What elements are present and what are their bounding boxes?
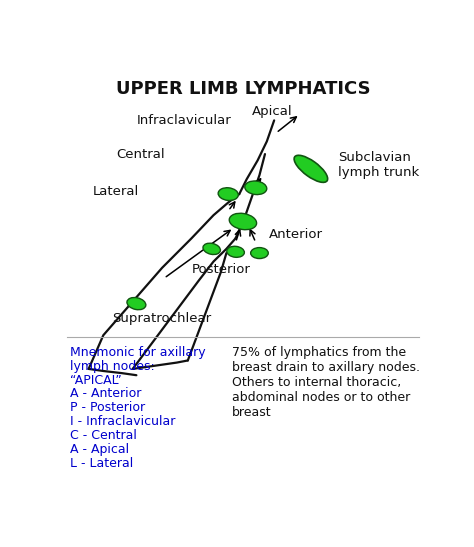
Text: lymph nodes:: lymph nodes:	[70, 359, 155, 373]
Ellipse shape	[251, 248, 268, 259]
Text: Mnemonic for axillary: Mnemonic for axillary	[70, 346, 206, 359]
Text: Apical: Apical	[252, 106, 293, 119]
Text: Subclavian
lymph trunk: Subclavian lymph trunk	[338, 150, 419, 179]
Text: C - Central: C - Central	[70, 429, 137, 442]
Text: Posterior: Posterior	[191, 264, 250, 276]
Text: Anterior: Anterior	[269, 228, 323, 241]
Text: P - Posterior: P - Posterior	[70, 401, 146, 414]
Text: A - Apical: A - Apical	[70, 443, 129, 456]
Ellipse shape	[229, 213, 256, 230]
Ellipse shape	[245, 181, 267, 195]
Ellipse shape	[227, 246, 245, 257]
Ellipse shape	[203, 243, 220, 254]
Text: I - Infraclavicular: I - Infraclavicular	[70, 415, 176, 428]
Text: Infraclavicular: Infraclavicular	[137, 114, 231, 127]
Ellipse shape	[218, 188, 238, 201]
Text: A - Anterior: A - Anterior	[70, 387, 142, 400]
Text: Lateral: Lateral	[92, 185, 138, 199]
Text: L - Lateral: L - Lateral	[70, 457, 134, 470]
Text: Central: Central	[116, 148, 165, 161]
Text: UPPER LIMB LYMPHATICS: UPPER LIMB LYMPHATICS	[116, 80, 370, 98]
Ellipse shape	[127, 298, 146, 310]
Text: 75% of lymphatics from the
breast drain to axillary nodes.
Others to internal th: 75% of lymphatics from the breast drain …	[232, 346, 420, 419]
Ellipse shape	[294, 155, 328, 182]
Text: Supratrochlear: Supratrochlear	[112, 312, 211, 325]
Text: “APICAL”: “APICAL”	[70, 374, 122, 387]
